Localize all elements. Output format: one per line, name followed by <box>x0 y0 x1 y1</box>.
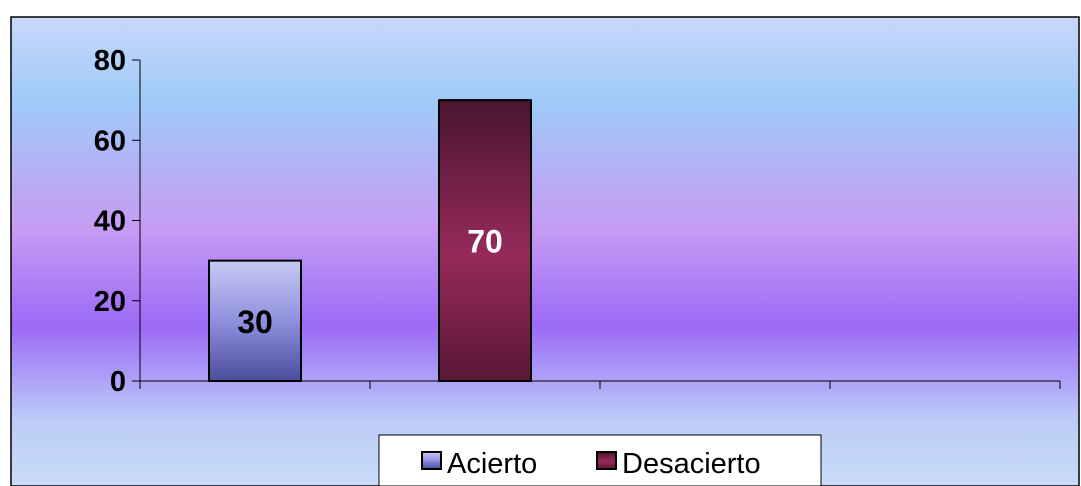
legend-swatch <box>596 451 617 470</box>
bar-desacierto <box>438 99 532 382</box>
legend: Acierto Desacierto <box>378 434 822 486</box>
bar-acierto <box>208 259 302 382</box>
legend-swatch <box>421 451 442 470</box>
y-axis-ticks: 0 20 40 60 80 <box>94 45 140 398</box>
y-tick-label: 80 <box>94 45 126 77</box>
axes <box>139 60 1061 389</box>
data-label: 70 <box>467 224 503 260</box>
y-tick-label: 40 <box>94 206 126 238</box>
legend-label: Desacierto <box>622 448 761 480</box>
y-tick-label: 20 <box>94 286 126 318</box>
y-tick-label: 60 <box>94 125 126 157</box>
data-label: 30 <box>237 304 273 340</box>
bars: 30 70 <box>208 99 532 382</box>
y-tick-label: 0 <box>110 366 126 398</box>
plot-area <box>10 16 1080 486</box>
legend-label: Acierto <box>447 448 537 480</box>
